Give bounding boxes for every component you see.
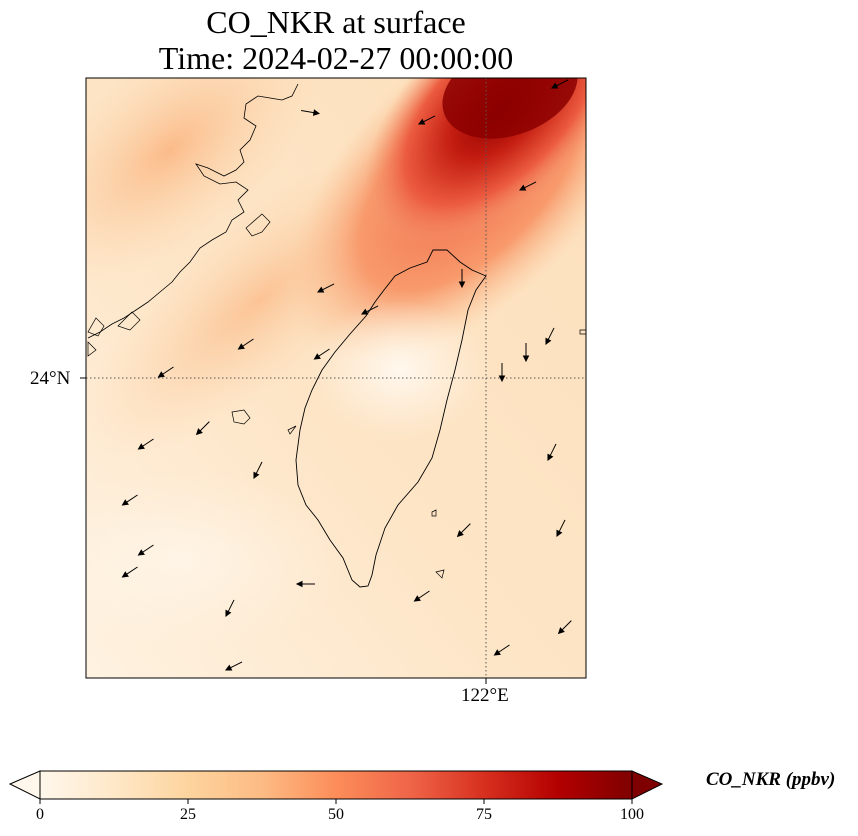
wind-arrow-head [413, 595, 421, 602]
wind-arrow-head [498, 375, 506, 383]
wind-arrow-head [417, 118, 426, 125]
wind-arrow-head [295, 580, 303, 588]
colorbar-tick-label: 25 [180, 806, 196, 823]
wind-arrow-head [253, 471, 260, 480]
wind-arrow-head [456, 530, 464, 538]
wind-arrow-head [550, 82, 559, 89]
colorbar-tick-label: 100 [620, 806, 644, 823]
wind-arrow-head [313, 353, 321, 360]
wind-arrow-head [522, 355, 530, 363]
wind-arrow-head [195, 428, 203, 436]
wind-arrow-head [316, 286, 325, 293]
wind-arrow-head [493, 649, 501, 656]
map-title: CO_NKR at surface [206, 4, 466, 40]
concentration-field [86, 78, 586, 678]
wind-arrow-head [556, 529, 563, 538]
wind-arrow-head [360, 308, 369, 315]
wind-arrow-head [121, 571, 129, 578]
colorbar-label: CO_NKR (ppbv) [706, 769, 836, 790]
wind-arrow-head [121, 499, 129, 506]
wind-arrow-head [237, 343, 245, 350]
colorbar-tick-label: 50 [328, 806, 344, 823]
colorbar-tick-label: 75 [476, 806, 492, 823]
map-panel [80, 77, 587, 684]
colorbar [8, 770, 664, 804]
map-time: Time: 2024-02-27 00:00:00 [158, 40, 514, 76]
china-coastline-detail [87, 213, 271, 357]
wind-arrow-head [557, 627, 565, 635]
colorbar-tick-label: 0 [36, 806, 44, 823]
wind-arrow-head [157, 371, 165, 378]
wind-arrow-head [547, 453, 554, 462]
colorbar-extend-low [8, 770, 41, 800]
wind-arrow-head [545, 337, 552, 346]
wind-arrow-head [312, 109, 320, 116]
china-coastline [87, 83, 299, 339]
islands [231, 329, 587, 579]
taiwan-coastline [295, 249, 487, 588]
wind-arrow-head [458, 281, 466, 289]
colorbar-gradient [39, 770, 633, 800]
wind-arrow-head [225, 609, 232, 618]
wind-arrow-head [224, 664, 233, 671]
wind-arrow-head [518, 184, 527, 191]
wind-arrow-head [137, 443, 145, 450]
lat-tick-label: 24°N [30, 368, 71, 389]
wind-vectors [121, 79, 572, 671]
lon-tick-label: 122°E [461, 685, 509, 706]
wind-arrow-head [137, 549, 145, 556]
colorbar-extend-high [631, 770, 664, 800]
